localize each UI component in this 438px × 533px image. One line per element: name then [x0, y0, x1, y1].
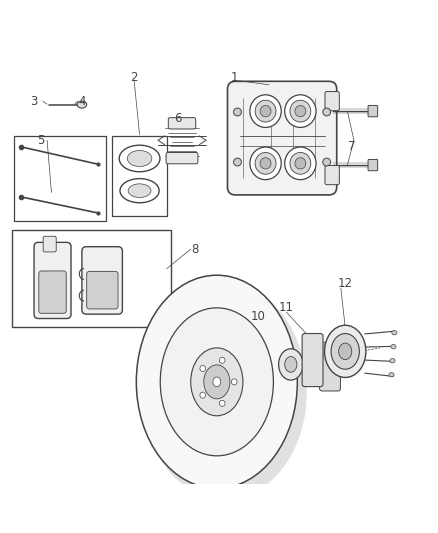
Ellipse shape	[295, 158, 306, 169]
Text: 1: 1	[230, 71, 238, 84]
FancyBboxPatch shape	[113, 136, 167, 216]
Ellipse shape	[127, 150, 152, 166]
Ellipse shape	[219, 357, 225, 364]
Text: 10: 10	[251, 310, 265, 323]
Ellipse shape	[339, 343, 352, 360]
Ellipse shape	[200, 392, 205, 398]
Ellipse shape	[119, 145, 160, 172]
Ellipse shape	[250, 95, 281, 127]
FancyBboxPatch shape	[368, 159, 378, 171]
Ellipse shape	[213, 377, 221, 386]
Text: 12: 12	[338, 277, 353, 290]
Ellipse shape	[323, 158, 331, 166]
Ellipse shape	[160, 308, 273, 456]
FancyBboxPatch shape	[227, 82, 337, 195]
Ellipse shape	[260, 158, 271, 169]
FancyBboxPatch shape	[166, 152, 198, 164]
Ellipse shape	[231, 379, 237, 385]
Ellipse shape	[233, 108, 241, 116]
Ellipse shape	[290, 100, 311, 122]
Ellipse shape	[392, 330, 397, 335]
FancyBboxPatch shape	[368, 106, 378, 117]
Ellipse shape	[323, 108, 331, 116]
FancyBboxPatch shape	[87, 271, 118, 309]
Ellipse shape	[279, 349, 303, 380]
Ellipse shape	[200, 366, 205, 372]
Ellipse shape	[136, 275, 297, 488]
Ellipse shape	[255, 100, 276, 122]
Ellipse shape	[250, 147, 281, 180]
FancyBboxPatch shape	[39, 271, 66, 313]
Ellipse shape	[255, 152, 276, 174]
Ellipse shape	[285, 147, 316, 180]
FancyBboxPatch shape	[14, 136, 106, 221]
Ellipse shape	[390, 359, 395, 363]
FancyBboxPatch shape	[168, 118, 196, 129]
Ellipse shape	[391, 344, 396, 349]
FancyBboxPatch shape	[43, 236, 56, 252]
Text: 6: 6	[174, 112, 181, 125]
Ellipse shape	[285, 95, 316, 127]
FancyBboxPatch shape	[34, 243, 71, 319]
Ellipse shape	[77, 101, 87, 108]
Ellipse shape	[142, 283, 307, 500]
Ellipse shape	[285, 357, 297, 372]
Text: 11: 11	[279, 301, 294, 314]
FancyBboxPatch shape	[325, 166, 339, 184]
Text: 13: 13	[322, 343, 337, 356]
FancyBboxPatch shape	[325, 92, 339, 111]
Ellipse shape	[233, 158, 241, 166]
Ellipse shape	[331, 334, 359, 369]
Ellipse shape	[325, 325, 366, 377]
FancyBboxPatch shape	[320, 342, 340, 391]
Ellipse shape	[295, 106, 306, 117]
Text: 9: 9	[176, 410, 184, 423]
Text: 8: 8	[191, 243, 199, 256]
Ellipse shape	[120, 179, 159, 203]
Ellipse shape	[260, 106, 271, 117]
FancyBboxPatch shape	[12, 230, 171, 327]
Ellipse shape	[191, 348, 243, 416]
Text: 3: 3	[30, 95, 38, 108]
FancyBboxPatch shape	[302, 334, 323, 386]
Ellipse shape	[290, 152, 311, 174]
Text: 7: 7	[348, 140, 356, 154]
Text: 2: 2	[131, 71, 138, 84]
Ellipse shape	[389, 373, 394, 377]
Text: 5: 5	[37, 134, 44, 147]
Ellipse shape	[219, 400, 225, 406]
Ellipse shape	[204, 365, 230, 399]
FancyBboxPatch shape	[82, 247, 122, 314]
Ellipse shape	[128, 184, 151, 198]
Text: 4: 4	[78, 95, 86, 108]
